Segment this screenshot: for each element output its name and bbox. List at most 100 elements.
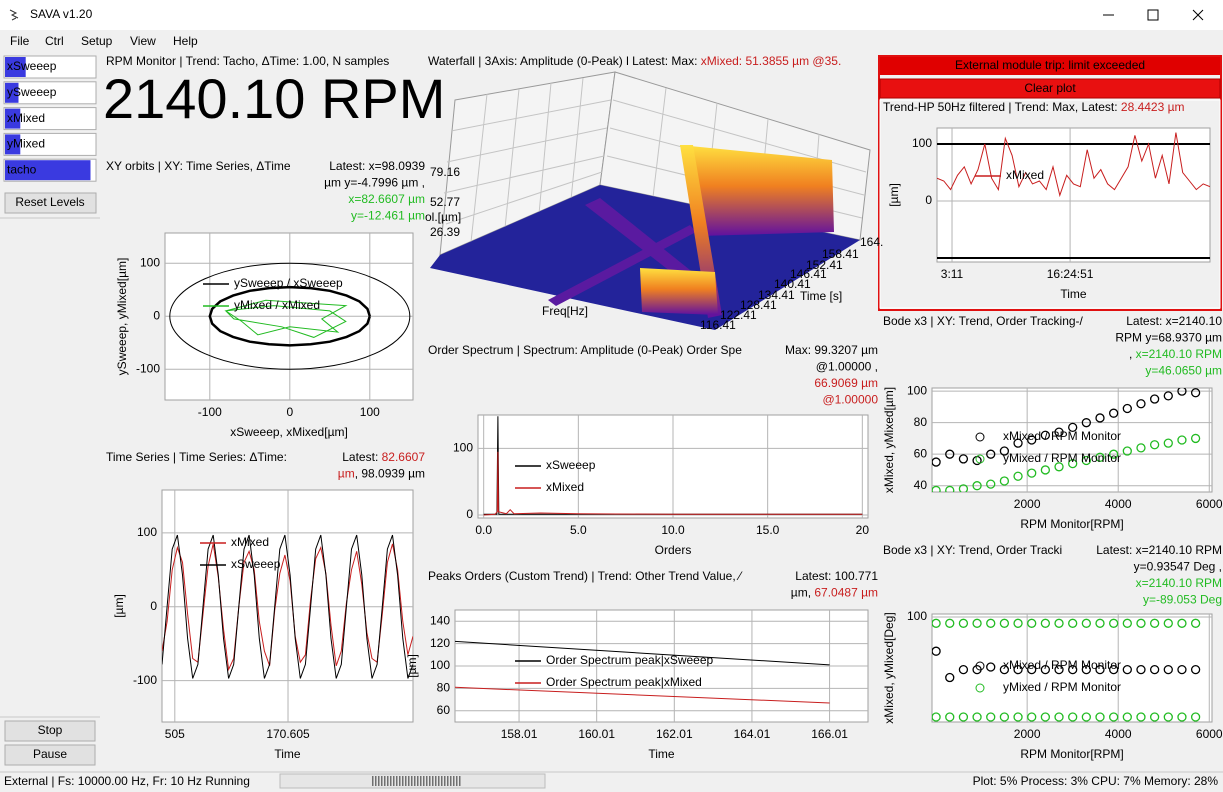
data-point: [1190, 664, 1201, 675]
data-point: [999, 712, 1010, 722]
legend-swatch: [975, 432, 985, 442]
x-tick-label: 6000: [1196, 727, 1223, 741]
text-segment: Latest: 100.771: [795, 569, 878, 583]
menu-item[interactable]: Help: [173, 34, 198, 48]
data-point: [1081, 618, 1091, 628]
series-line: [483, 451, 863, 516]
data-point: [999, 446, 1010, 456]
text-segment: Max: 99.3207 µm: [785, 343, 878, 357]
level-frame: [3, 81, 97, 105]
x-tick-label: 505: [165, 727, 185, 741]
data-point: [1081, 712, 1091, 722]
data-point: [1163, 618, 1173, 628]
menu-item[interactable]: View: [130, 34, 156, 48]
maximize-button[interactable]: [1147, 9, 1159, 21]
legend-label: Order Spectrum peak|xSweeep: [546, 653, 714, 667]
clear-plot-label: Clear plot: [1024, 81, 1076, 95]
legend-label: xMixed: [231, 535, 269, 549]
data-point: [972, 618, 982, 628]
legend-label: yMixed / xMixed: [234, 298, 320, 312]
y-tick-label: 100: [430, 658, 450, 672]
panel-header: Time Series | Time Series: ΔTime:: [106, 450, 287, 464]
data-point: [1027, 712, 1037, 722]
legend-label: yMixed / RPM Monitor: [1003, 451, 1121, 465]
data-point: [1149, 618, 1160, 628]
close-button[interactable]: [1192, 9, 1204, 21]
text-segment: 67.0487 µm: [814, 586, 878, 600]
series-line: [455, 640, 830, 666]
data-point: [958, 484, 969, 492]
menu-item[interactable]: Setup: [81, 34, 113, 48]
latest-value: Latest: x=2140.10 RPM: [1096, 543, 1222, 557]
legend-swatch: [975, 661, 985, 671]
x-tick-label: 170.605: [266, 727, 310, 741]
y-axis-label: ySweeep, yMixed[µm]: [115, 258, 129, 376]
menu-item[interactable]: Ctrl: [45, 34, 64, 48]
z-tick-label: 52.77: [430, 195, 460, 209]
data-point: [1109, 712, 1119, 722]
data-point: [932, 646, 941, 656]
data-point: [945, 485, 955, 492]
level-fill: [5, 134, 21, 155]
data-point: [945, 672, 955, 683]
latest-value: µm y=-4.7996 µm ,: [324, 176, 425, 190]
text-segment: Latest: x=98.0939: [329, 159, 425, 173]
y-tick-label: 120: [430, 636, 450, 650]
text-segment: µm: [338, 467, 355, 481]
data-point: [1163, 438, 1173, 448]
y-tick-label: 140: [430, 613, 450, 627]
data-point: [1122, 403, 1132, 414]
level-label: tacho: [7, 162, 37, 176]
time-tick-label: 134.41: [758, 288, 795, 302]
latest-value: Latest: x=2140.10: [1126, 314, 1222, 328]
level-fill: [5, 82, 19, 103]
y-tick-label: 100: [453, 441, 473, 455]
level-frame: [3, 55, 97, 79]
data-point: [958, 618, 969, 628]
data-point: [1177, 435, 1187, 445]
pause-button[interactable]: [4, 744, 96, 766]
reset-button[interactable]: [4, 192, 97, 214]
text-segment: XY orbits | XY: Time Series, ΔTime: [106, 159, 291, 173]
x-tick-label: 15.0: [756, 523, 780, 537]
data-point: [1081, 455, 1091, 466]
data-point: [999, 476, 1010, 486]
stop-button[interactable]: [4, 720, 96, 742]
data-point: [1027, 664, 1037, 675]
latest-value: y=-89.053 Deg: [1143, 593, 1222, 607]
text-segment: y=-89.053 Deg: [1143, 593, 1222, 607]
menu-item[interactable]: File: [10, 34, 30, 48]
y-tick-label: 0: [153, 308, 160, 322]
series-line: [162, 534, 413, 679]
clear-plot-button[interactable]: [879, 78, 1221, 99]
data-point: [1068, 458, 1078, 469]
x-axis-label: Time: [274, 747, 301, 761]
data-point: [1054, 712, 1064, 722]
data-point: [958, 664, 969, 675]
text-segment: 28.4423 µm: [1121, 100, 1185, 114]
text-segment: Latest: x=2140.10: [1126, 314, 1222, 328]
latest-value: µm, 98.0939 µm: [338, 467, 425, 481]
data-point: [999, 664, 1010, 675]
stop-button-label: Stop: [38, 723, 63, 737]
text-segment: Latest:: [342, 450, 381, 464]
text-segment: Trend-HP 50Hz filtered | Trend: Max, Lat…: [883, 100, 1121, 114]
data-point: [1163, 712, 1173, 722]
x-tick-label: 164.01: [734, 727, 771, 741]
y-axis-label: xMixed, yMixed[Deg]: [882, 612, 896, 723]
latest-value: x=82.6607 µm: [348, 192, 425, 206]
latest-value: y=46.0650 µm: [1145, 364, 1222, 378]
x-axis-label: xSweeep, xMixed[µm]: [230, 425, 348, 439]
data-point: [1095, 664, 1105, 675]
x-tick-label: 2000: [1014, 727, 1041, 741]
data-point: [1190, 388, 1201, 398]
time-tick-label: 128.41: [740, 298, 777, 312]
data-point: [1013, 438, 1023, 448]
x-axis-label: RPM Monitor[RPM]: [1020, 747, 1123, 761]
data-point: [1013, 618, 1023, 628]
x-tick-label: 0: [286, 405, 293, 419]
plot-content: [478, 415, 868, 518]
plot-content: [162, 490, 413, 722]
